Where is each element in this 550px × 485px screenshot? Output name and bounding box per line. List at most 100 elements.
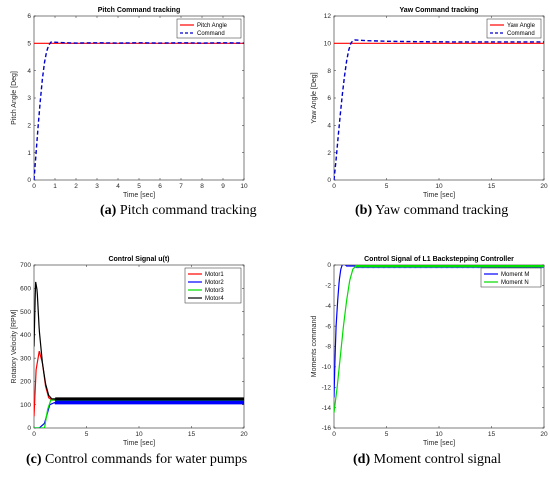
x-tick-label: 0 bbox=[32, 431, 36, 438]
caption-b: (b) Yaw command tracking bbox=[355, 203, 508, 219]
y-tick-label: -16 bbox=[322, 425, 332, 432]
chart-4: Control Signal of L1 Backstepping Contro… bbox=[311, 256, 548, 447]
x-tick-label: 0 bbox=[332, 183, 336, 190]
y-axis-label: Yaw Angle [Deg] bbox=[311, 72, 318, 123]
legend-label: Motor1 bbox=[205, 272, 224, 278]
y-tick-label: 400 bbox=[20, 332, 31, 339]
legend-label: Moment M bbox=[501, 272, 529, 278]
y-tick-label: 3 bbox=[27, 95, 31, 102]
series-line-motor4 bbox=[34, 281, 244, 401]
legend: Motor1 Motor2 Motor3 Motor4 bbox=[184, 267, 242, 304]
x-tick-label: 9 bbox=[221, 183, 225, 190]
x-tick-label: 5 bbox=[85, 431, 89, 438]
x-tick-label: 10 bbox=[135, 431, 143, 438]
caption-text: Control commands for water pumps bbox=[45, 452, 248, 467]
legend-box bbox=[184, 267, 242, 304]
legend-label: Yaw Angle bbox=[507, 23, 536, 29]
chart-title: Yaw Command tracking bbox=[400, 7, 479, 14]
legend-label: Motor4 bbox=[205, 296, 224, 302]
y-tick-label: 600 bbox=[20, 285, 31, 292]
x-tick-label: 5 bbox=[385, 431, 389, 438]
chart-2: Yaw Command tracking 0 5 10 15 20 0 2 4 6 8 10 12 Tim… bbox=[311, 7, 548, 199]
caption-tag: (d) bbox=[353, 452, 371, 467]
series-line-command bbox=[334, 39, 544, 180]
x-tick-label: 5 bbox=[385, 183, 389, 190]
y-tick-label: 0 bbox=[327, 262, 331, 269]
y-tick-label: 12 bbox=[324, 13, 332, 20]
caption-text: Moment control signal bbox=[373, 452, 502, 467]
y-tick-label: 0 bbox=[327, 177, 331, 184]
y-tick-label: 700 bbox=[20, 262, 31, 269]
legend: Yaw Angle Command bbox=[486, 18, 542, 39]
x-tick-label: 3 bbox=[95, 183, 99, 190]
y-tick-label: 5 bbox=[27, 41, 31, 48]
y-tick-label: -10 bbox=[322, 364, 332, 371]
chart-title: Pitch Command tracking bbox=[98, 7, 180, 14]
y-axis-label: Rotatory Velocity [RPM] bbox=[11, 309, 18, 383]
x-tick-label: 10 bbox=[240, 183, 248, 190]
x-tick-label: 0 bbox=[332, 431, 336, 438]
y-tick-label: 300 bbox=[20, 355, 31, 362]
y-tick-label: 8 bbox=[327, 68, 331, 75]
y-tick-label: 0 bbox=[27, 177, 31, 184]
legend: Pitch Angle Command bbox=[176, 18, 242, 39]
y-tick-label: 200 bbox=[20, 379, 31, 386]
caption-text: Yaw command tracking bbox=[375, 203, 509, 218]
y-tick-label: -8 bbox=[325, 344, 331, 351]
y-tick-label: -4 bbox=[325, 303, 331, 310]
legend-label: Moment N bbox=[501, 280, 529, 286]
chart-title: Control Signal u(t) bbox=[108, 256, 169, 263]
x-axis-label: Time [sec] bbox=[423, 440, 455, 447]
x-tick-label: 20 bbox=[540, 431, 548, 438]
caption-text: Pitch command tracking bbox=[119, 203, 257, 218]
caption-tag: (b) bbox=[355, 203, 373, 218]
y-axis-label: Moments command bbox=[311, 316, 318, 378]
series-line-moment-n bbox=[334, 265, 544, 413]
y-tick-label: -6 bbox=[325, 323, 331, 330]
x-tick-label: 10 bbox=[435, 431, 443, 438]
y-tick-label: 6 bbox=[327, 95, 331, 102]
caption-a: (a) Pitch command tracking bbox=[100, 203, 257, 219]
x-tick-label: 8 bbox=[200, 183, 204, 190]
y-tick-label: -14 bbox=[322, 405, 332, 412]
plot-area bbox=[333, 264, 545, 429]
caption-c: (c) Control commands for water pumps bbox=[26, 452, 247, 468]
y-tick-label: 100 bbox=[20, 402, 31, 409]
x-tick-label: 15 bbox=[488, 431, 496, 438]
x-tick-label: 5 bbox=[137, 183, 141, 190]
x-tick-label: 20 bbox=[240, 431, 248, 438]
chart-1: Pitch Command tracking 0 1 2 3 4 5 6 7 8 9 10 0 1 2 3 4 5… bbox=[11, 7, 248, 199]
caption-d: (d) Moment control signal bbox=[353, 452, 501, 468]
legend-label: Motor2 bbox=[205, 280, 224, 286]
y-tick-label: -12 bbox=[322, 384, 332, 391]
x-axis-label: Time [sec] bbox=[423, 192, 455, 199]
y-tick-label: 6 bbox=[27, 13, 31, 20]
plot-area bbox=[333, 15, 545, 181]
chart-3: Control Signal u(t)0 5 10 15 200100200300400… bbox=[11, 256, 248, 447]
y-tick-label: 500 bbox=[20, 309, 31, 316]
y-tick-label: 4 bbox=[27, 68, 31, 75]
x-tick-label: 10 bbox=[435, 183, 443, 190]
x-tick-label: 6 bbox=[158, 183, 162, 190]
plot-area bbox=[33, 15, 245, 181]
legend-label: Command bbox=[507, 31, 535, 37]
x-tick-label: 4 bbox=[116, 183, 120, 190]
legend-label: Command bbox=[197, 31, 225, 37]
y-tick-label: 10 bbox=[324, 41, 332, 48]
x-tick-label: 0 bbox=[32, 183, 36, 190]
x-tick-label: 1 bbox=[53, 183, 57, 190]
y-tick-label: 1 bbox=[27, 150, 31, 157]
y-tick-label: 0 bbox=[27, 425, 31, 432]
x-tick-label: 15 bbox=[488, 183, 496, 190]
x-tick-label: 2 bbox=[74, 183, 78, 190]
caption-tag: (c) bbox=[26, 452, 42, 467]
caption-tag: (a) bbox=[100, 203, 117, 218]
x-tick-label: 15 bbox=[188, 431, 196, 438]
legend: Moment M Moment N bbox=[480, 267, 542, 288]
y-tick-label: -2 bbox=[325, 283, 331, 290]
series-line-command bbox=[34, 40, 244, 180]
x-axis-label: Time [sec] bbox=[123, 440, 155, 447]
y-axis-label: Pitch Angle [Deg] bbox=[11, 71, 18, 125]
